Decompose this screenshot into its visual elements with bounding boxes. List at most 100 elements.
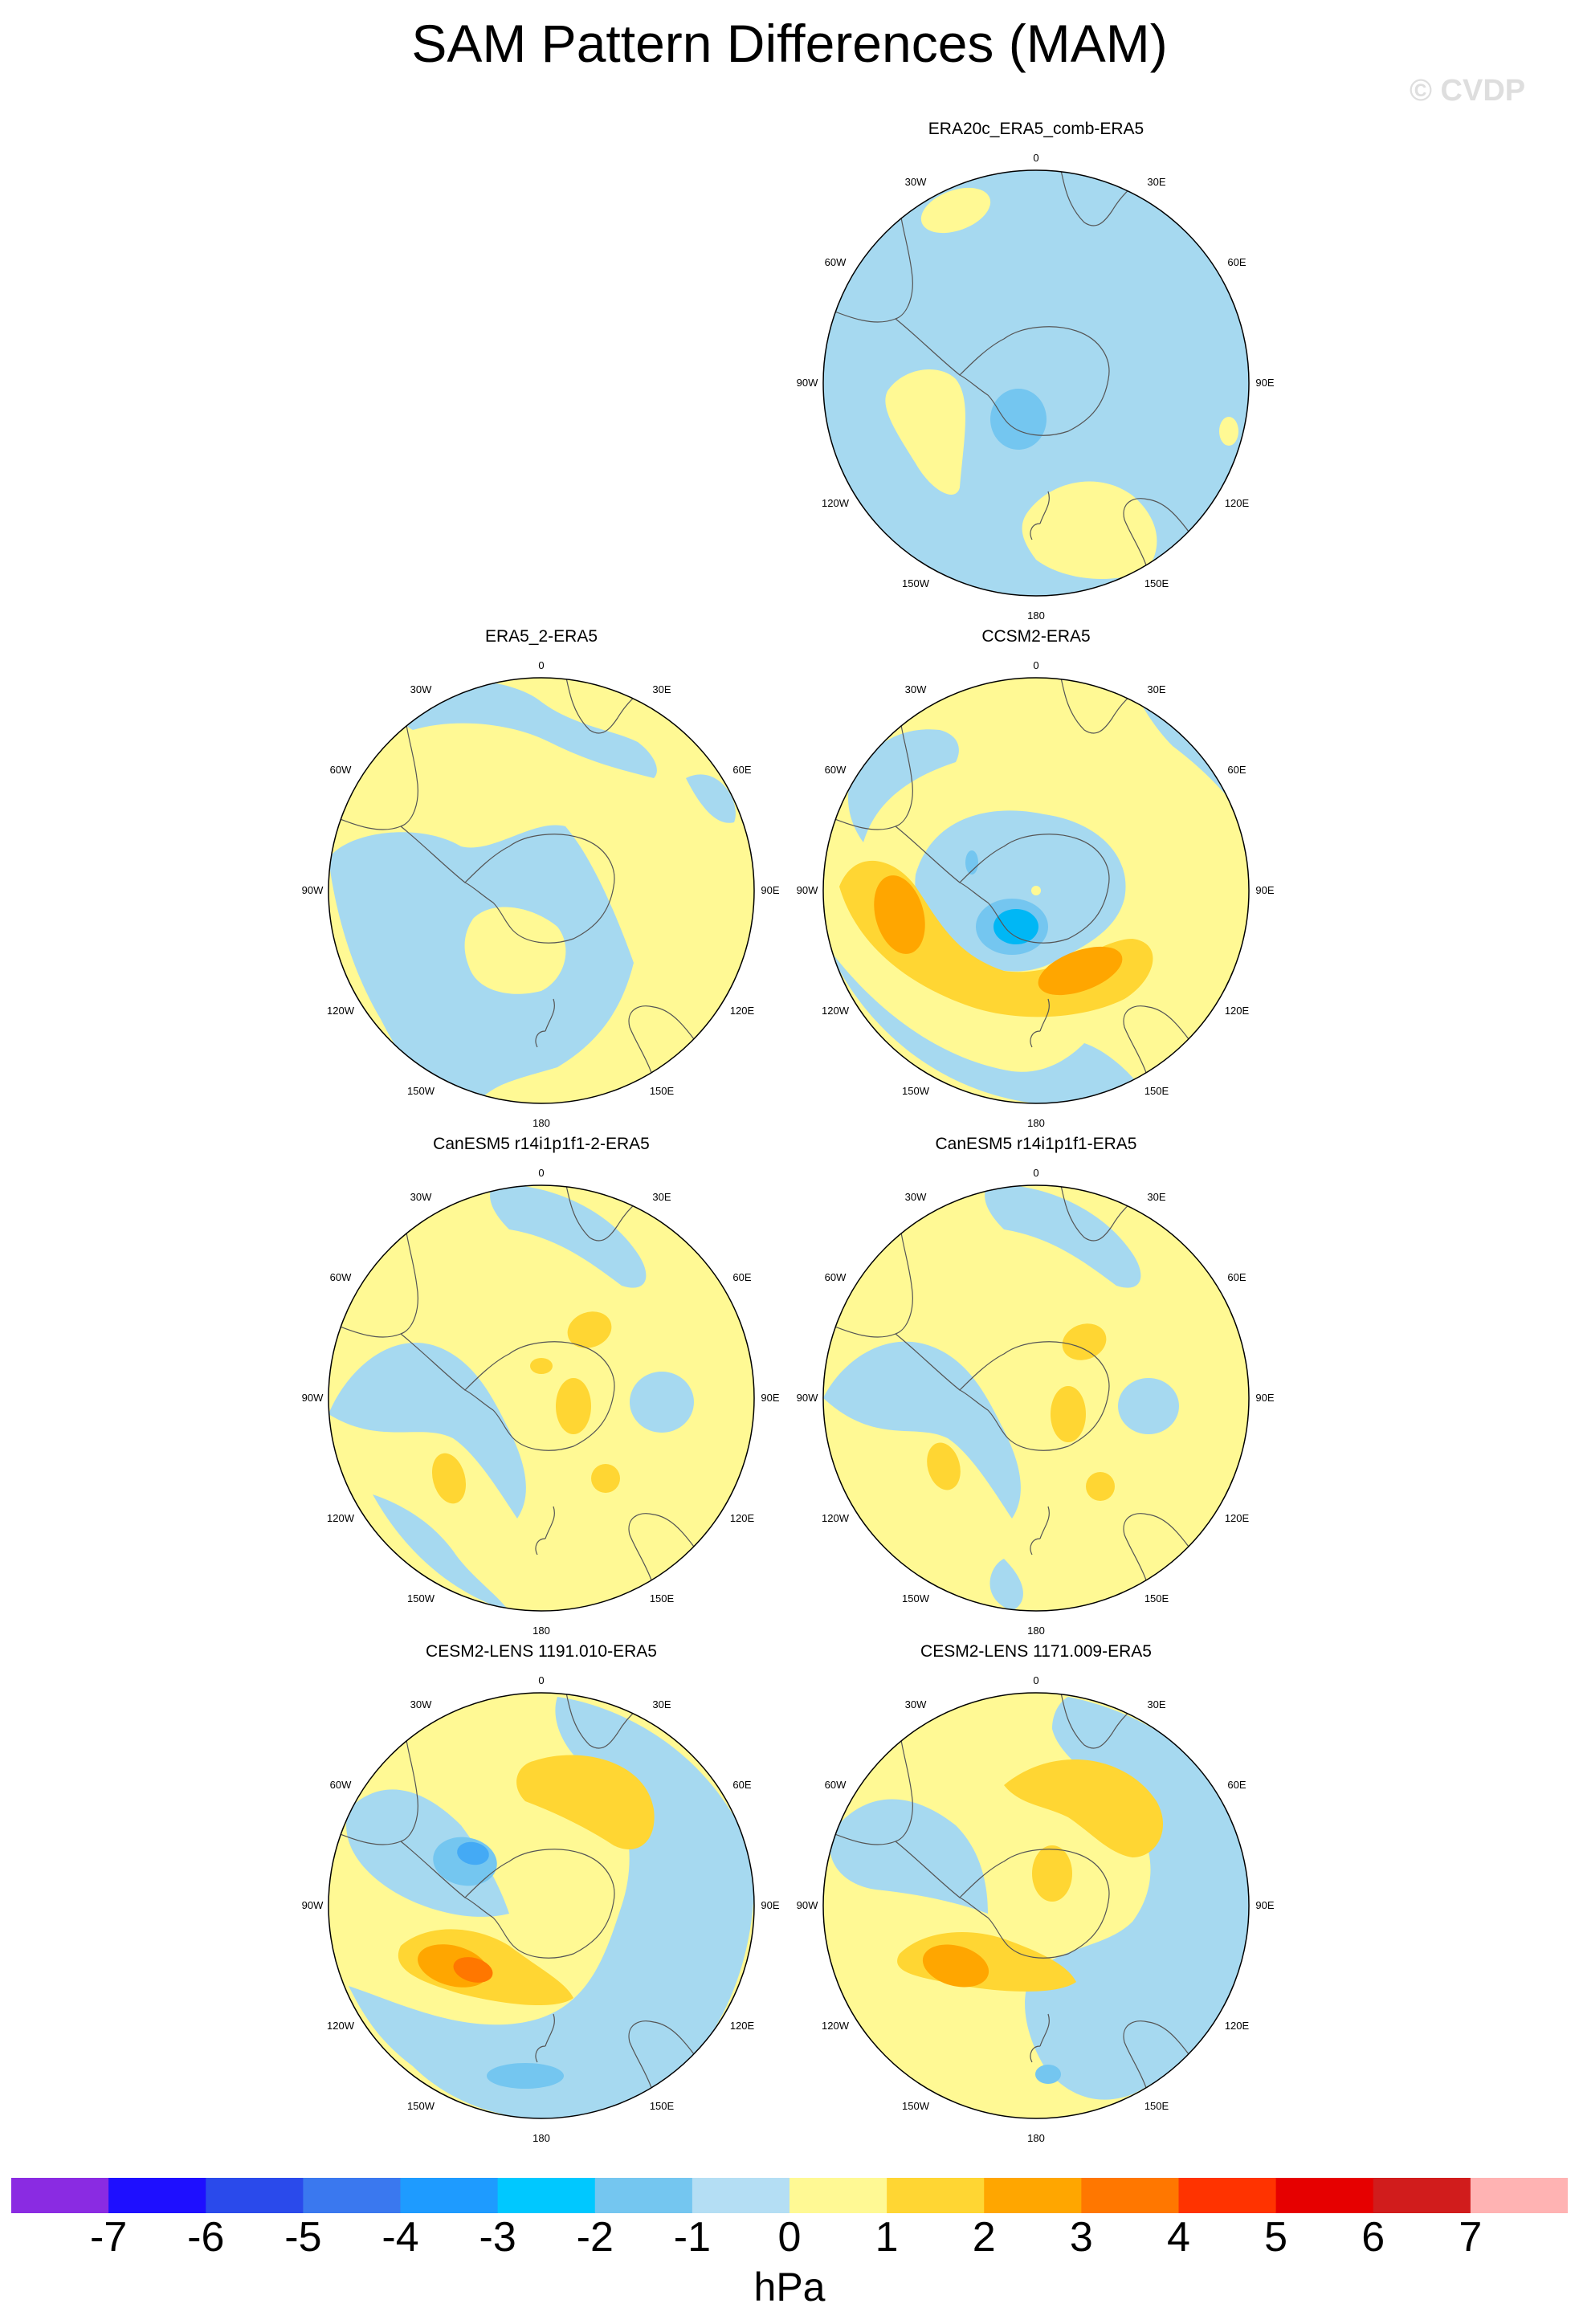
longitude-label: 120W xyxy=(822,1005,850,1017)
longitude-label: 180 xyxy=(532,1625,550,1637)
map-border xyxy=(822,1184,1250,1612)
colorbar-swatch xyxy=(887,2178,985,2213)
contour-field xyxy=(823,170,1249,596)
longitude-label: 30E xyxy=(652,1698,671,1710)
contour-field xyxy=(823,678,1249,1103)
colorbar-swatch xyxy=(400,2178,499,2213)
colorbar-swatch xyxy=(497,2178,596,2213)
longitude-label: 0 xyxy=(1033,1167,1038,1179)
longitude-label: 150W xyxy=(902,1592,930,1604)
longitude-label: 90E xyxy=(1255,1899,1274,1911)
contour-field xyxy=(328,678,754,1103)
colorbar-swatch xyxy=(1081,2178,1179,2213)
panel-title: ERA20c_ERA5_comb-ERA5 xyxy=(928,120,1144,138)
longitude-label: 60W xyxy=(825,256,847,268)
longitude-label: 0 xyxy=(1033,659,1038,671)
colorbar-swatch xyxy=(108,2178,206,2213)
longitude-label: 60W xyxy=(330,1779,352,1791)
map-border xyxy=(328,677,755,1104)
longitude-label: 60W xyxy=(330,1271,352,1283)
colorbar-swatch xyxy=(1178,2178,1277,2213)
longitude-label: 120W xyxy=(327,2020,355,2032)
colorbar-swatch xyxy=(984,2178,1082,2213)
longitude-label: 90W xyxy=(797,1899,818,1911)
longitude-label: 120W xyxy=(327,1512,355,1524)
contour-field xyxy=(823,1693,1249,2118)
longitude-label: 30W xyxy=(905,683,927,695)
longitude-label: 60W xyxy=(825,1271,847,1283)
longitude-label: 60E xyxy=(1227,256,1246,268)
panel-era5-2: ERA5_2-ERA5 0 30E 60E 90E 120E 150E 180 150W 120… xyxy=(300,626,782,1140)
longitude-label: 60E xyxy=(1227,764,1246,776)
longitude-label: 90W xyxy=(797,1392,818,1404)
longitude-label: 90E xyxy=(1255,1392,1274,1404)
longitude-label: 30E xyxy=(1147,176,1165,188)
longitude-label: 30W xyxy=(905,1698,927,1710)
panel-canesm5: CanESM5 r14i1p1f1-ERA5 0 30E 60E 90E 120E 150… xyxy=(795,1134,1277,1648)
longitude-label: 150E xyxy=(1144,1085,1169,1097)
longitude-label: 60W xyxy=(825,764,847,776)
longitude-label: 90W xyxy=(302,884,324,896)
figure-title: SAM Pattern Differences (MAM) xyxy=(411,14,1168,73)
polar-map: 0 30E 60E 90E 120E 150E 180 150W 120W 90W 60W 30W xyxy=(797,659,1275,1129)
longitude-label: 60W xyxy=(330,764,352,776)
colorbar-tick: 0 xyxy=(777,2214,802,2261)
longitude-label: 30W xyxy=(905,176,927,188)
polar-map: 0 30E 60E 90E 120E 150E 180 150W 120W 90W 60W 30W xyxy=(302,1167,780,1637)
colorbar-swatch xyxy=(1373,2178,1471,2213)
panel-era20c: ERA20c_ERA5_comb-ERA5 0 30E 60E 90E 120E 150E… xyxy=(795,119,1277,633)
map-border xyxy=(328,1184,755,1612)
polar-map: 0 30E 60E 90E 120E 150E 180 150W 120W 90W 60W 30W xyxy=(797,1167,1275,1637)
longitude-label: 120W xyxy=(327,1005,355,1017)
longitude-label: 120E xyxy=(730,2020,755,2032)
longitude-label: 90W xyxy=(302,1899,324,1911)
longitude-label: 150W xyxy=(407,1085,435,1097)
longitude-label: 180 xyxy=(532,1117,550,1129)
longitude-label: 90W xyxy=(797,884,818,896)
panel-title: ERA5_2-ERA5 xyxy=(484,627,598,646)
colorbar-swatch xyxy=(594,2178,693,2213)
panel-cesm2-1191: CESM2-LENS 1191.010-ERA5 0 30E 60E 90E 120E 1… xyxy=(300,1641,782,2155)
longitude-label: 180 xyxy=(1027,1117,1045,1129)
colorbar-tick: 5 xyxy=(1264,2214,1288,2261)
longitude-label: 0 xyxy=(1033,152,1038,164)
map-border xyxy=(822,1692,1250,2119)
longitude-label: 0 xyxy=(538,1674,544,1686)
longitude-label: 60E xyxy=(732,764,751,776)
colorbar-tick: 2 xyxy=(972,2214,996,2261)
longitude-label: 30W xyxy=(410,1698,432,1710)
longitude-label: 150E xyxy=(650,1592,675,1604)
panel-title: CCSM2-ERA5 xyxy=(981,627,1091,646)
colorbar-swatch xyxy=(692,2178,790,2213)
colorbar-tick: -2 xyxy=(576,2214,614,2261)
panel-title: CESM2-LENS 1191.010-ERA5 xyxy=(426,1642,657,1661)
longitude-label: 120E xyxy=(730,1512,755,1524)
longitude-label: 90E xyxy=(1255,884,1274,896)
colorbar-tick: -1 xyxy=(673,2214,711,2261)
longitude-label: 30E xyxy=(1147,1698,1165,1710)
colorbar-tick: 4 xyxy=(1167,2214,1190,2261)
colorbar-tick: 7 xyxy=(1459,2214,1483,2261)
colorbar-units: hPa xyxy=(753,2265,826,2310)
map-border xyxy=(822,677,1250,1104)
longitude-label: 120W xyxy=(822,2020,850,2032)
longitude-label: 150E xyxy=(650,1085,675,1097)
longitude-label: 120E xyxy=(1225,497,1250,509)
panel-ccsm2: CCSM2-ERA5 0 30E 60E 90E 120E 150E 180 150W 120W… xyxy=(795,626,1277,1140)
longitude-label: 150W xyxy=(407,1592,435,1604)
longitude-label: 60E xyxy=(1227,1271,1246,1283)
longitude-label: 120E xyxy=(1225,1005,1250,1017)
longitude-label: 150E xyxy=(1144,1592,1169,1604)
colorbar-tick: -7 xyxy=(90,2214,128,2261)
longitude-label: 120E xyxy=(1225,1512,1250,1524)
longitude-label: 90W xyxy=(797,377,818,389)
longitude-label: 60E xyxy=(732,1271,751,1283)
polar-map: 0 30E 60E 90E 120E 150E 180 150W 120W 90W 60W 30W xyxy=(302,659,780,1129)
colorbar-tick: 3 xyxy=(1069,2214,1093,2261)
longitude-label: 90E xyxy=(761,1899,779,1911)
colorbar-tick: -5 xyxy=(284,2214,322,2261)
longitude-label: 180 xyxy=(1027,2132,1045,2144)
contour-field xyxy=(823,1185,1249,1611)
longitude-label: 150E xyxy=(1144,577,1169,589)
panel-title: CESM2-LENS 1171.009-ERA5 xyxy=(920,1642,1152,1661)
